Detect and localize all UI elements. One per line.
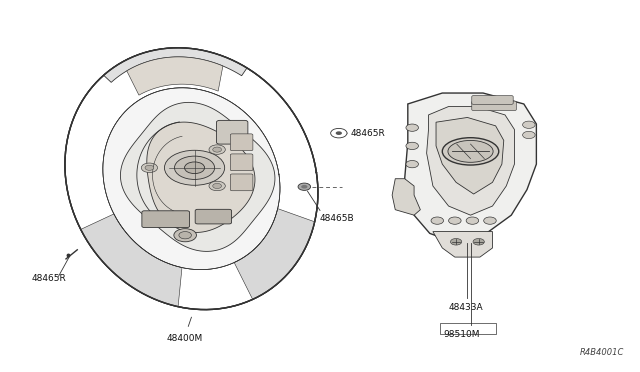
Circle shape xyxy=(406,160,419,168)
Polygon shape xyxy=(433,231,493,257)
FancyBboxPatch shape xyxy=(195,209,232,224)
Circle shape xyxy=(466,217,479,224)
Circle shape xyxy=(301,185,307,189)
Circle shape xyxy=(174,229,196,242)
FancyBboxPatch shape xyxy=(216,121,248,144)
Circle shape xyxy=(484,217,496,224)
Polygon shape xyxy=(427,106,515,215)
Polygon shape xyxy=(127,57,223,95)
Text: R4B4001C: R4B4001C xyxy=(580,348,624,357)
Circle shape xyxy=(212,147,221,152)
Text: 48465B: 48465B xyxy=(320,214,355,223)
Circle shape xyxy=(145,165,154,170)
Text: 48465R: 48465R xyxy=(350,129,385,138)
Circle shape xyxy=(523,121,535,128)
Circle shape xyxy=(164,150,225,185)
Polygon shape xyxy=(65,48,318,310)
Circle shape xyxy=(184,162,205,174)
Circle shape xyxy=(209,145,225,154)
Circle shape xyxy=(523,131,535,139)
Polygon shape xyxy=(392,179,420,215)
Circle shape xyxy=(331,128,347,138)
Circle shape xyxy=(451,238,461,245)
Polygon shape xyxy=(120,102,275,251)
FancyBboxPatch shape xyxy=(142,211,189,228)
Circle shape xyxy=(431,217,444,224)
Text: 98510M: 98510M xyxy=(444,330,480,339)
Ellipse shape xyxy=(448,141,493,162)
Circle shape xyxy=(209,181,225,191)
Circle shape xyxy=(298,183,310,190)
FancyBboxPatch shape xyxy=(230,174,253,191)
Polygon shape xyxy=(404,93,536,243)
FancyBboxPatch shape xyxy=(472,101,516,110)
FancyBboxPatch shape xyxy=(472,96,513,104)
Ellipse shape xyxy=(442,138,499,165)
Polygon shape xyxy=(104,48,247,82)
Text: 48400M: 48400M xyxy=(167,334,204,343)
Circle shape xyxy=(449,217,461,224)
Polygon shape xyxy=(234,209,315,299)
Circle shape xyxy=(141,163,157,173)
FancyBboxPatch shape xyxy=(230,134,253,151)
Circle shape xyxy=(179,231,191,239)
Circle shape xyxy=(406,124,419,131)
Text: 48465R: 48465R xyxy=(31,275,66,283)
Circle shape xyxy=(406,142,419,150)
Circle shape xyxy=(212,183,221,189)
Polygon shape xyxy=(436,118,504,194)
Text: 48433A: 48433A xyxy=(449,304,483,312)
Polygon shape xyxy=(81,214,182,307)
Circle shape xyxy=(175,156,214,179)
Polygon shape xyxy=(147,122,255,232)
Polygon shape xyxy=(103,88,280,270)
Circle shape xyxy=(336,131,342,135)
Circle shape xyxy=(473,238,484,245)
FancyBboxPatch shape xyxy=(230,154,253,171)
